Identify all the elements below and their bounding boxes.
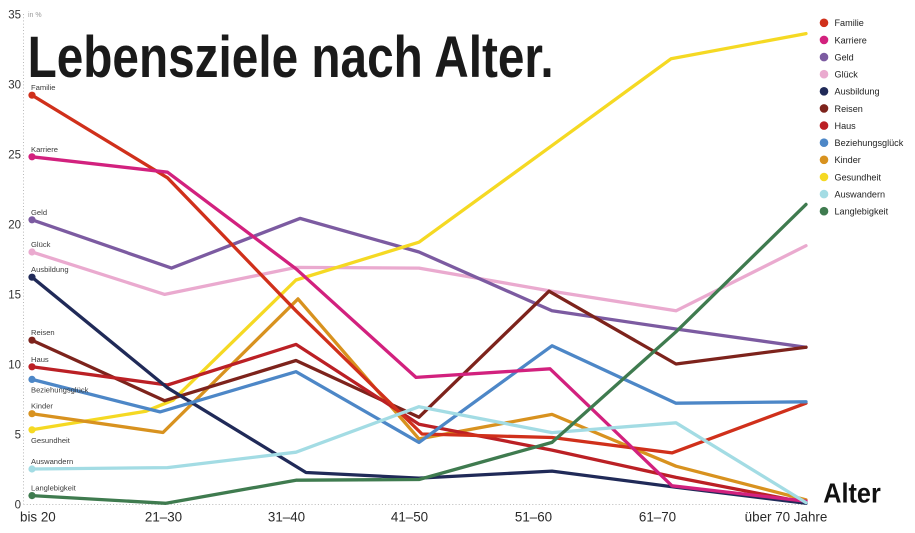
svg-text:Beziehungsglück: Beziehungsglück [31,385,89,394]
svg-text:Gesundheit: Gesundheit [31,436,71,445]
svg-text:Haus: Haus [835,121,857,131]
svg-text:30: 30 [8,80,21,92]
svg-text:10: 10 [8,360,21,372]
svg-text:31–40: 31–40 [268,510,305,525]
svg-text:Karriere: Karriere [835,35,867,45]
svg-text:in %: in % [28,12,42,19]
svg-text:21–30: 21–30 [145,510,182,525]
svg-text:Auswandern: Auswandern [835,190,886,200]
svg-text:über 70 Jahre: über 70 Jahre [745,510,828,525]
svg-text:Gesundheit: Gesundheit [835,172,882,182]
svg-text:25: 25 [8,150,21,162]
svg-text:Glück: Glück [31,240,51,249]
svg-text:35: 35 [8,10,21,22]
svg-text:Ausbildung: Ausbildung [31,265,69,274]
svg-text:Alter: Alter [823,477,881,508]
svg-text:Geld: Geld [835,53,854,63]
svg-text:Kinder: Kinder [835,155,861,165]
svg-text:Langlebigkeit: Langlebigkeit [835,207,889,217]
svg-text:61–70: 61–70 [639,510,676,525]
svg-text:20: 20 [8,220,21,232]
svg-text:Reisen: Reisen [835,104,863,114]
svg-text:Langlebigkeit: Langlebigkeit [31,484,77,493]
svg-text:Karriere: Karriere [31,145,58,154]
svg-text:41–50: 41–50 [391,510,428,525]
svg-text:Beziehungsglück: Beziehungsglück [835,138,904,148]
svg-text:Familie: Familie [31,83,55,92]
svg-text:Glück: Glück [835,70,859,80]
svg-text:Haus: Haus [31,355,49,364]
svg-text:5: 5 [15,430,21,442]
svg-text:15: 15 [8,290,21,302]
svg-text:0: 0 [15,500,21,512]
svg-text:bis 20: bis 20 [20,510,56,525]
svg-text:Ausbildung: Ausbildung [835,87,880,97]
svg-text:Kinder: Kinder [31,402,53,411]
svg-text:51–60: 51–60 [515,510,552,525]
svg-text:Geld: Geld [31,208,47,217]
svg-text:Reisen: Reisen [31,328,55,337]
svg-text:Auswandern: Auswandern [31,457,73,466]
svg-text:Lebensziele nach Alter.: Lebensziele nach Alter. [28,25,554,90]
svg-text:Familie: Familie [835,18,864,28]
